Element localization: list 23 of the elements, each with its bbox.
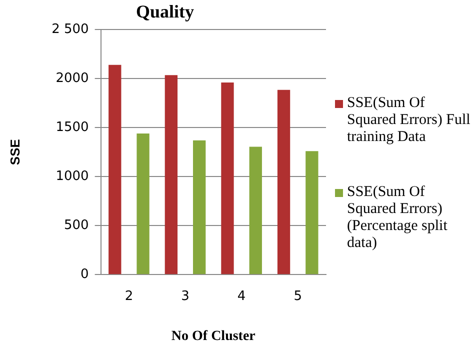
x-tick-label: 4	[237, 288, 246, 304]
x-tick-label: 2	[124, 288, 134, 304]
bar	[136, 133, 150, 274]
x-axis-title: No Of Cluster	[171, 329, 256, 344]
y-tick-label: 1500	[56, 120, 89, 135]
y-axis-title: SSE	[7, 138, 22, 166]
y-tick-label: 0	[80, 266, 89, 282]
legend-label: SSE(Sum Of Squared Errors) Full training Data	[347, 95, 470, 145]
bar	[108, 64, 122, 274]
bar	[193, 140, 206, 274]
y-tick-label: 1000	[56, 168, 89, 184]
bar	[306, 151, 318, 274]
bar	[164, 75, 178, 274]
bar	[221, 82, 234, 274]
x-tick-label: 5	[294, 288, 302, 304]
y-tick-label: 500	[64, 218, 89, 233]
y-tick-label: 2000	[56, 70, 89, 86]
x-tick-label: 3	[181, 288, 190, 304]
y-tick-label: 2 500	[52, 22, 89, 37]
bar	[249, 146, 262, 274]
legend-label: SSE(Sum Of Squared Errors) (Percentage split data)	[347, 184, 448, 251]
chart-title: Quality	[136, 1, 194, 22]
bar	[277, 90, 290, 274]
